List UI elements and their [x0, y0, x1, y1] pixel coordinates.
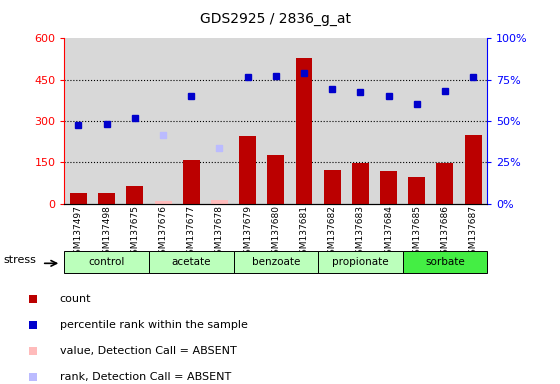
Bar	[155, 201, 171, 204]
Text: sorbate: sorbate	[425, 257, 465, 266]
Bar	[296, 58, 312, 204]
Bar	[267, 156, 284, 204]
Bar	[98, 193, 115, 204]
Bar	[352, 163, 369, 204]
Text: control: control	[88, 257, 125, 266]
Bar	[436, 163, 454, 204]
Bar	[465, 135, 482, 204]
FancyBboxPatch shape	[149, 251, 234, 273]
Text: value, Detection Call = ABSENT: value, Detection Call = ABSENT	[59, 346, 236, 356]
Bar	[239, 136, 256, 204]
Bar	[183, 160, 200, 204]
FancyBboxPatch shape	[64, 251, 149, 273]
Bar	[70, 192, 87, 204]
FancyBboxPatch shape	[318, 251, 403, 273]
Bar	[324, 170, 340, 204]
FancyBboxPatch shape	[234, 251, 318, 273]
Text: GDS2925 / 2836_g_at: GDS2925 / 2836_g_at	[200, 12, 351, 25]
Bar	[380, 171, 397, 204]
FancyBboxPatch shape	[403, 251, 487, 273]
Bar	[408, 177, 425, 204]
Text: rank, Detection Call = ABSENT: rank, Detection Call = ABSENT	[59, 372, 231, 382]
Bar	[211, 200, 228, 204]
Bar	[127, 185, 143, 204]
Text: propionate: propionate	[332, 257, 389, 266]
Text: percentile rank within the sample: percentile rank within the sample	[59, 320, 248, 330]
Text: benzoate: benzoate	[251, 257, 300, 266]
Text: acetate: acetate	[171, 257, 211, 266]
Text: count: count	[59, 294, 91, 304]
Text: stress: stress	[3, 255, 36, 265]
